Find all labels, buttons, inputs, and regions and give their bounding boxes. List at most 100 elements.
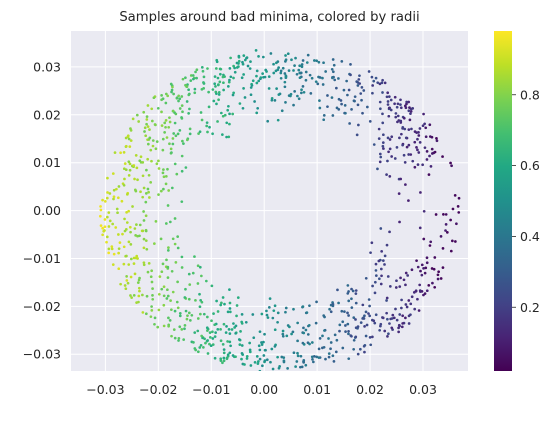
- scatter-point: [222, 356, 226, 360]
- scatter-point: [388, 147, 392, 151]
- scatter-point: [170, 88, 174, 92]
- scatter-point: [298, 76, 302, 80]
- scatter-point: [160, 287, 164, 291]
- scatter-point: [395, 145, 399, 149]
- scatter-point: [428, 154, 431, 158]
- scatter-point: [145, 118, 149, 121]
- scatter-point: [425, 261, 429, 265]
- scatter-point: [388, 322, 391, 325]
- scatter-point: [286, 52, 290, 56]
- scatter-point: [292, 69, 295, 72]
- scatter-point: [200, 274, 203, 278]
- scatter-point: [420, 273, 424, 277]
- scatter-point: [346, 311, 349, 315]
- scatter-point: [170, 269, 174, 273]
- scatter-point: [153, 123, 157, 126]
- scatter-point: [404, 183, 407, 186]
- scatter-point: [191, 74, 195, 77]
- scatter-point: [329, 341, 333, 344]
- scatter-point: [437, 270, 440, 274]
- scatter-point: [267, 306, 271, 309]
- scatter-point: [131, 117, 135, 121]
- scatter-point: [251, 79, 255, 83]
- scatter-point: [141, 293, 144, 297]
- scatter-point: [228, 307, 232, 310]
- scatter-point: [265, 313, 269, 317]
- scatter-point: [178, 325, 182, 329]
- scatter-point: [354, 289, 358, 292]
- scatter-point: [285, 334, 289, 338]
- scatter-point: [116, 196, 120, 200]
- scatter-point: [257, 79, 261, 83]
- scatter-point: [304, 70, 308, 74]
- scatter-point: [162, 175, 166, 179]
- scatter-point: [387, 332, 390, 336]
- scatter-point: [198, 130, 202, 134]
- scatter-point: [302, 326, 305, 330]
- scatter-point: [306, 333, 310, 336]
- scatter-point: [351, 289, 355, 293]
- scatter-point: [404, 283, 407, 287]
- scatter-point: [276, 311, 280, 315]
- scatter-point: [264, 348, 267, 352]
- scatter-point: [189, 319, 192, 322]
- scatter-point: [393, 102, 396, 106]
- scatter-point: [133, 188, 137, 192]
- scatter-point: [218, 80, 222, 84]
- scatter-point: [364, 334, 368, 338]
- scatter-point: [348, 122, 351, 125]
- scatter-point: [208, 125, 211, 129]
- scatter-point: [396, 114, 400, 118]
- scatter-point: [347, 329, 350, 333]
- scatter-point: [146, 104, 150, 107]
- scatter-point: [241, 62, 245, 66]
- scatter-point: [153, 242, 156, 245]
- scatter-point: [276, 68, 280, 72]
- scatter-point: [317, 356, 321, 359]
- scatter-point: [173, 336, 177, 340]
- scatter-point: [122, 151, 126, 154]
- scatter-point: [276, 355, 279, 359]
- scatter-point: [311, 358, 314, 361]
- scatter-point: [139, 155, 143, 159]
- scatter-point: [385, 311, 388, 315]
- scatter-point: [258, 348, 262, 352]
- scatter-point: [306, 53, 310, 57]
- scatter-point: [122, 183, 126, 187]
- scatter-point: [125, 221, 129, 224]
- scatter-point: [358, 82, 362, 85]
- scatter-point: [138, 234, 141, 238]
- scatter-point: [336, 288, 339, 292]
- colorbar-tick-label: 0.2: [520, 300, 540, 315]
- scatter-point: [449, 218, 452, 222]
- scatter-point: [99, 224, 103, 228]
- scatter-point: [200, 300, 204, 304]
- scatter-point: [128, 168, 132, 172]
- scatter-point: [402, 153, 406, 157]
- scatter-point: [340, 309, 344, 313]
- scatter-point: [248, 67, 252, 70]
- scatter-point: [347, 357, 351, 361]
- scatter-point: [399, 103, 402, 106]
- scatter-point: [346, 322, 350, 326]
- scatter-point: [127, 263, 131, 266]
- scatter-point: [150, 280, 154, 284]
- scatter-point: [141, 161, 145, 164]
- scatter-point: [255, 355, 259, 358]
- scatter-point: [203, 337, 206, 341]
- scatter-point: [127, 174, 131, 177]
- scatter-point: [322, 345, 326, 349]
- scatter-point: [164, 222, 168, 225]
- scatter-point: [436, 273, 440, 277]
- scatter-point: [349, 63, 352, 66]
- scatter-point: [161, 262, 165, 266]
- y-tick-label: 0.00: [33, 203, 61, 218]
- scatter-point: [301, 341, 305, 345]
- scatter-point: [243, 363, 246, 366]
- scatter-point: [354, 318, 357, 321]
- scatter-point: [352, 338, 356, 342]
- scatter-point: [205, 121, 209, 125]
- scatter-point: [331, 58, 335, 61]
- scatter-point: [213, 323, 217, 327]
- scatter-point: [178, 129, 182, 132]
